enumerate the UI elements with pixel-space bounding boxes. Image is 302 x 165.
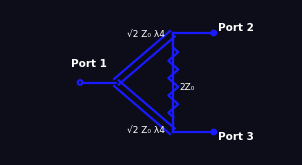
Text: 2Z₀: 2Z₀ — [179, 83, 194, 92]
Polygon shape — [211, 31, 216, 35]
Text: Port 3: Port 3 — [218, 132, 254, 142]
Text: Port 1: Port 1 — [71, 59, 107, 69]
Text: √2 Z₀ λ4: √2 Z₀ λ4 — [127, 126, 165, 135]
Polygon shape — [211, 130, 216, 134]
Text: √2 Z₀ λ4: √2 Z₀ λ4 — [127, 30, 165, 39]
Polygon shape — [78, 80, 82, 85]
Text: Port 2: Port 2 — [218, 23, 254, 33]
